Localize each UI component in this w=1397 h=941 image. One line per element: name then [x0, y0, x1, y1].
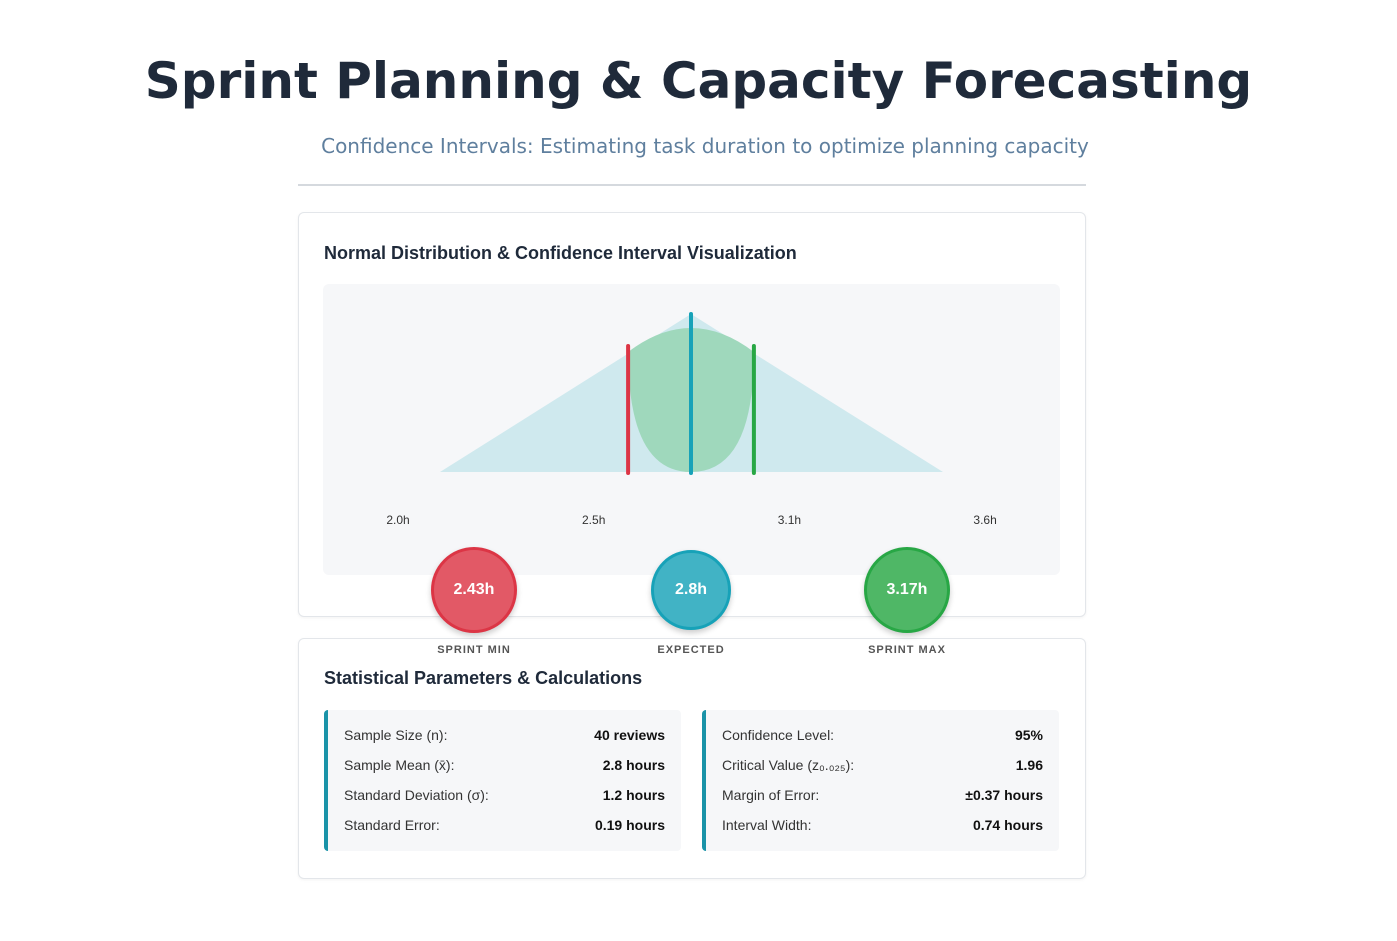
stats-panel: Sample Size (n): 40 reviews Sample Mean (x… [324, 710, 681, 851]
page-subtitle: Confidence Intervals: Estimating task du… [321, 134, 1089, 158]
axis-label: 3.1h [777, 513, 802, 527]
viz-title: Normal Distribution & Confidence Interva… [324, 243, 797, 263]
stat-value: 0.74 hours [972, 817, 1043, 833]
stats-panel: Confidence Level: 95% Critical Value (z₀.₀… [702, 710, 1059, 851]
page-title: Sprint Planning & Capacity Forecasting [144, 52, 1253, 110]
stat-value: 40 reviews [594, 727, 665, 743]
stat-value: ±0.37 hours [965, 787, 1043, 803]
stats-row: Critical Value (z₀.₀₂₅): 1.96 [722, 757, 1043, 777]
stats-row: Sample Mean (x̄): 2.8 hours [344, 757, 665, 777]
stat-value: 1.2 hours [602, 787, 665, 803]
axis-label: 3.6h [973, 513, 997, 527]
axis-label: 2.5h [582, 513, 606, 527]
stat-label: Interval Width: [722, 817, 812, 833]
marker-badge: 3.17h [864, 547, 950, 633]
stat-label: Standard Deviation (σ): [344, 787, 489, 803]
stats-row: Standard Error: 0.19 hours [344, 817, 665, 837]
stats-row: Margin of Error: ±0.37 hours [722, 787, 1043, 807]
stat-value: 0.19 hours [594, 817, 665, 833]
marker-label: SPRINT MIN [437, 644, 511, 656]
stats-row: Confidence Level: 95% [722, 727, 1043, 747]
divider [298, 184, 1086, 186]
distribution [440, 312, 943, 475]
stats-row: Standard Deviation (σ): 1.2 hours [344, 787, 665, 807]
stat-value: 1.96 [1015, 757, 1043, 773]
stat-label: Margin of Error: [722, 787, 820, 803]
stat-label: Sample Mean (x̄): [344, 757, 455, 773]
stats-title: Statistical Parameters & Calculations [324, 668, 643, 688]
stat-label: Confidence Level: [722, 727, 835, 743]
stat-label: Critical Value (z₀.₀₂₅): [722, 757, 855, 773]
marker-badge: 2.43h [431, 547, 517, 633]
stat-value: 2.8 hours [602, 757, 665, 773]
marker-label: SPRINT MAX [868, 644, 946, 656]
stats-row: Sample Size (n): 40 reviews [344, 727, 665, 747]
stat-label: Sample Size (n): [344, 727, 448, 743]
axis-label: 2.0h [386, 513, 410, 527]
viz-area [323, 284, 1060, 575]
stat-value: 95% [1014, 727, 1043, 743]
marker-label: EXPECTED [657, 644, 725, 656]
stat-label: Standard Error: [344, 817, 440, 833]
stats-row: Interval Width: 0.74 hours [722, 817, 1043, 837]
marker-badge: 2.8h [651, 550, 731, 630]
